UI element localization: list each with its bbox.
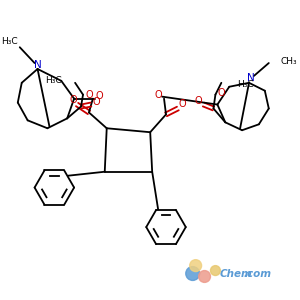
Text: O: O xyxy=(218,88,225,98)
Text: O: O xyxy=(92,97,100,106)
Text: CH₃: CH₃ xyxy=(280,57,297,66)
Circle shape xyxy=(186,267,200,280)
Text: N: N xyxy=(34,60,41,70)
Text: .com: .com xyxy=(243,268,271,278)
Text: O: O xyxy=(179,99,187,109)
Text: O: O xyxy=(195,96,203,106)
Text: H₃C: H₃C xyxy=(237,80,254,89)
Text: N: N xyxy=(247,73,255,83)
Circle shape xyxy=(199,271,211,282)
Text: Chem: Chem xyxy=(219,268,252,278)
Text: O: O xyxy=(69,94,77,105)
Text: O: O xyxy=(95,91,103,101)
Text: H₃C: H₃C xyxy=(2,37,18,46)
Circle shape xyxy=(190,260,202,272)
Text: H₃C: H₃C xyxy=(45,76,61,85)
Text: O: O xyxy=(154,90,162,100)
Circle shape xyxy=(211,266,220,275)
Text: O: O xyxy=(85,90,93,100)
